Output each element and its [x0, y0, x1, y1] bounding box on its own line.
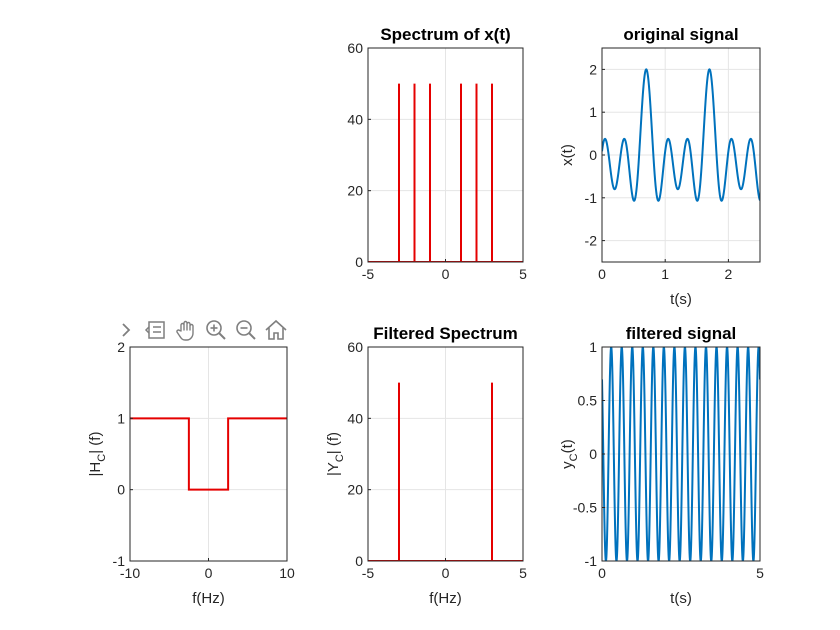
y-tick-label: 40 [347, 410, 363, 426]
y-tick-label: 0.5 [578, 393, 598, 409]
chart-title: Spectrum of x(t) [380, 25, 510, 44]
data-original_signal [602, 68, 760, 202]
y-tick-label: 0 [589, 446, 597, 462]
data-tips-icon[interactable] [142, 316, 170, 344]
y-axis-label: |HC| (f) [87, 432, 108, 477]
y-tick-label: -2 [585, 233, 598, 249]
y-tick-label: 60 [347, 40, 363, 56]
y-tick-label: -0.5 [573, 500, 597, 516]
x-tick-label: 1 [661, 266, 669, 282]
y-tick-label: -1 [585, 553, 598, 569]
zoom-in-icon[interactable] [202, 316, 230, 344]
axes-original_signal: 0 1 2 -2 -1 0 1 2 original signal t(s) x(t) [559, 25, 761, 308]
x-tick-label: 0 [442, 266, 450, 282]
signal-line [602, 68, 760, 202]
chart-title: Filtered Spectrum [373, 324, 518, 343]
x-axis-label: f(Hz) [429, 590, 462, 607]
x-tick-label: 0 [205, 565, 213, 581]
x-tick-label: -5 [362, 565, 375, 581]
x-tick-label: -5 [362, 266, 375, 282]
data-spectrum_x [368, 83, 523, 262]
y-tick-label: 60 [347, 339, 363, 355]
y-tick-label: 0 [117, 482, 125, 498]
home-icon[interactable] [262, 316, 290, 344]
y-tick-label: -1 [113, 553, 126, 569]
x-axis-label: f(Hz) [192, 590, 225, 607]
y-tick-label: 20 [347, 183, 363, 199]
x-tick-label: 0 [598, 266, 606, 282]
x-tick-label: 5 [756, 565, 764, 581]
x-tick-label: 5 [519, 565, 527, 581]
axes-toolbar [112, 316, 290, 344]
y-tick-label: -1 [585, 190, 598, 206]
y-tick-label: 1 [589, 339, 597, 355]
y-axis-label: yC(t) [559, 439, 580, 469]
chart-title: original signal [623, 25, 738, 44]
x-tick-label: 0 [442, 565, 450, 581]
y-tick-label: 1 [117, 410, 125, 426]
x-tick-label: -10 [120, 565, 140, 581]
y-axis-label: x(t) [559, 144, 576, 166]
y-tick-label: 0 [355, 553, 363, 569]
y-tick-label: 0 [355, 254, 363, 270]
x-axis-label: t(s) [670, 291, 692, 308]
data-filtered_spectrum [368, 382, 523, 561]
y-tick-label: 1 [589, 104, 597, 120]
y-tick-label: 2 [589, 61, 597, 77]
zoom-out-icon[interactable] [232, 316, 260, 344]
x-tick-label: 0 [598, 565, 606, 581]
axes-filtered_signal: 0 5 -1 -0.5 0 0.5 1 filtered signal t(s) yC(t) [559, 324, 764, 607]
y-tick-label: 0 [589, 147, 597, 163]
y-tick-label: 40 [347, 111, 363, 127]
x-tick-label: 2 [725, 266, 733, 282]
x-tick-label: 10 [279, 565, 295, 581]
x-tick-label: 5 [519, 266, 527, 282]
filter-line [130, 417, 287, 491]
y-tick-label: 2 [117, 339, 125, 355]
y-axis-label: |YC| (f) [325, 432, 346, 476]
x-axis-label: t(s) [670, 590, 692, 607]
data-filtered_signal [602, 347, 760, 561]
filtered-signal-line [602, 347, 760, 561]
data-filter_response [130, 417, 287, 491]
pan-hand-icon[interactable] [172, 316, 200, 344]
chevron-right-icon[interactable] [112, 316, 140, 344]
y-tick-label: 20 [347, 482, 363, 498]
chart-title: filtered signal [626, 324, 737, 343]
